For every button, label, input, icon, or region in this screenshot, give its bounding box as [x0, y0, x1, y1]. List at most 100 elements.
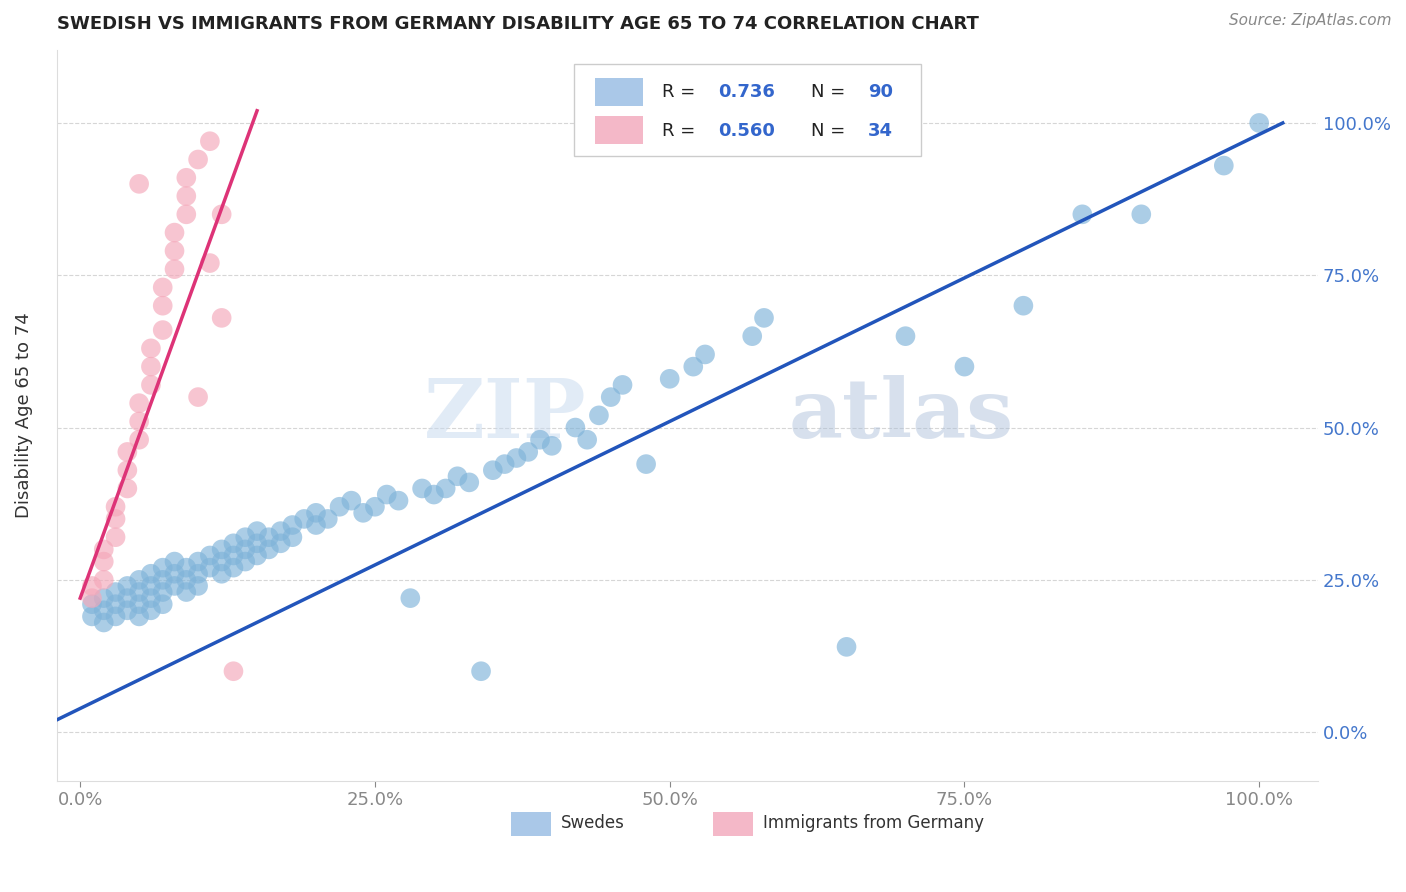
Point — [281, 530, 304, 544]
Point — [152, 299, 174, 313]
Point — [375, 487, 398, 501]
Point — [411, 482, 433, 496]
Point — [152, 323, 174, 337]
Point — [176, 170, 198, 185]
Point — [80, 597, 103, 611]
Point — [163, 244, 186, 258]
Point — [211, 555, 233, 569]
Point — [152, 560, 174, 574]
Point — [80, 609, 103, 624]
Text: atlas: atlas — [789, 376, 1014, 455]
Y-axis label: Disability Age 65 to 74: Disability Age 65 to 74 — [15, 312, 32, 518]
Point — [953, 359, 976, 374]
Point — [352, 506, 374, 520]
Point — [187, 390, 209, 404]
Point — [176, 207, 198, 221]
Point — [139, 603, 162, 617]
Point — [198, 560, 221, 574]
Point — [505, 450, 527, 465]
Bar — [595, 116, 643, 145]
Point — [93, 591, 115, 606]
Point — [211, 542, 233, 557]
Point — [222, 664, 245, 678]
Point — [458, 475, 481, 490]
Point — [270, 524, 292, 538]
Bar — [510, 813, 551, 836]
Point — [187, 579, 209, 593]
Point — [281, 518, 304, 533]
Text: R =: R = — [662, 83, 702, 101]
Point — [658, 372, 681, 386]
Point — [494, 457, 516, 471]
Point — [233, 555, 256, 569]
Point — [187, 555, 209, 569]
Point — [163, 579, 186, 593]
Point — [222, 560, 245, 574]
Point — [152, 573, 174, 587]
Point — [305, 518, 328, 533]
Point — [599, 390, 621, 404]
Point — [529, 433, 551, 447]
Point — [540, 439, 562, 453]
Point — [270, 536, 292, 550]
Text: N =: N = — [811, 122, 851, 140]
Point — [139, 359, 162, 374]
Point — [233, 530, 256, 544]
Point — [128, 609, 150, 624]
Point — [128, 396, 150, 410]
Point — [894, 329, 917, 343]
Point — [246, 549, 269, 563]
Point — [80, 579, 103, 593]
Point — [517, 445, 540, 459]
Point — [139, 342, 162, 356]
Point — [80, 591, 103, 606]
Point — [399, 591, 422, 606]
Point — [117, 579, 139, 593]
Text: ZIP: ZIP — [423, 376, 586, 455]
Point — [163, 566, 186, 581]
Point — [1212, 159, 1234, 173]
Point — [187, 566, 209, 581]
Point — [576, 433, 599, 447]
Point — [139, 591, 162, 606]
Point — [176, 189, 198, 203]
Point — [693, 347, 716, 361]
Point — [612, 378, 634, 392]
Point — [198, 256, 221, 270]
Point — [104, 530, 127, 544]
Point — [470, 664, 492, 678]
Point — [128, 585, 150, 599]
Point — [117, 463, 139, 477]
Point — [257, 542, 280, 557]
Text: Immigrants from Germany: Immigrants from Germany — [763, 814, 984, 832]
Point — [741, 329, 763, 343]
Point — [104, 597, 127, 611]
Point — [222, 536, 245, 550]
Point — [246, 524, 269, 538]
Point — [1071, 207, 1094, 221]
Point — [93, 615, 115, 630]
Point — [329, 500, 352, 514]
Point — [211, 310, 233, 325]
Point — [93, 603, 115, 617]
Point — [93, 542, 115, 557]
Point — [1249, 116, 1271, 130]
Point — [139, 566, 162, 581]
Point — [152, 597, 174, 611]
Point — [446, 469, 468, 483]
Point — [316, 512, 339, 526]
Point — [588, 409, 610, 423]
Point — [387, 493, 409, 508]
Text: SWEDISH VS IMMIGRANTS FROM GERMANY DISABILITY AGE 65 TO 74 CORRELATION CHART: SWEDISH VS IMMIGRANTS FROM GERMANY DISAB… — [56, 15, 979, 33]
FancyBboxPatch shape — [574, 64, 921, 156]
Point — [93, 555, 115, 569]
Point — [292, 512, 315, 526]
Point — [305, 506, 328, 520]
Point — [93, 573, 115, 587]
Point — [1012, 299, 1035, 313]
Point — [752, 310, 775, 325]
Text: Swedes: Swedes — [561, 814, 626, 832]
Point — [176, 585, 198, 599]
Point — [340, 493, 363, 508]
Point — [233, 542, 256, 557]
